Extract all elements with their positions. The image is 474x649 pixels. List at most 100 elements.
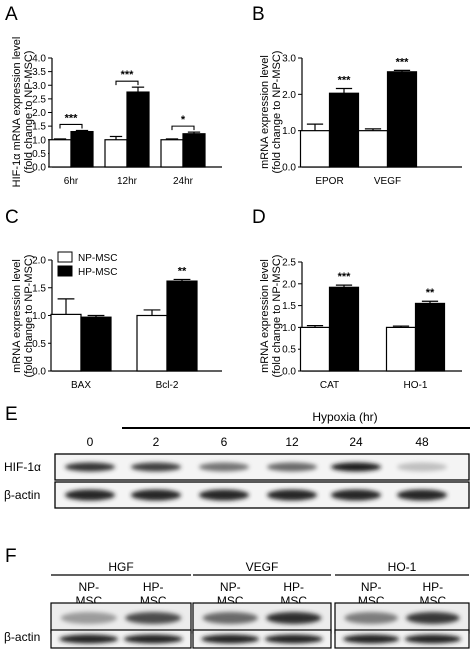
- panel-letter: F: [5, 546, 17, 567]
- significance-label: ***: [65, 112, 79, 124]
- lane-label-line: HP-: [143, 580, 164, 594]
- y-axis-label: HIF-1α mRNA expression level(fold change…: [11, 37, 35, 188]
- bar-np-msc-24hr: [160, 139, 184, 168]
- y-tick-label: 3.0: [282, 54, 296, 65]
- y-tick-label: 1.5: [32, 122, 46, 133]
- x-tick-label: 6hr: [64, 176, 79, 187]
- lane-label-line: HP-: [283, 580, 304, 594]
- panel-letter: A: [5, 4, 18, 25]
- blot-group-label: HGF: [108, 560, 133, 574]
- time-point-label: 0: [87, 435, 94, 449]
- blot-band-actin: [59, 634, 119, 644]
- blot-row-label: β-actin: [4, 488, 40, 502]
- blot-group-label: HO-1: [388, 560, 417, 574]
- blot-band: [331, 489, 381, 501]
- blot-band-actin: [123, 634, 183, 644]
- time-point-label: 6: [221, 435, 228, 449]
- bar-np-msc-bcl-2: [136, 314, 168, 372]
- y-tick-label: 0.0: [282, 163, 296, 174]
- significance-label: **: [426, 287, 435, 299]
- bar-hp-msc-24hr: [182, 133, 206, 168]
- blot-membrane-actin: [334, 629, 470, 649]
- time-point-label: 24: [349, 435, 363, 449]
- y-tick-label: 0.5: [32, 339, 46, 350]
- y-axis-label: mRNA expression level(fold change to NP-…: [259, 255, 283, 378]
- bar-np-msc-ho-1: [385, 326, 417, 372]
- y-tick-label: 0.0: [32, 163, 46, 174]
- legend-swatch: [57, 251, 73, 263]
- y-tick-label: 0.0: [32, 367, 46, 378]
- blot-band-actin: [201, 634, 260, 644]
- bar-hp-msc-ho-1: [414, 302, 446, 372]
- bar-np-msc-bax: [50, 313, 82, 372]
- significance-label: ***: [121, 69, 135, 81]
- blot-band: [267, 489, 317, 501]
- blot-band-actin: [343, 634, 400, 644]
- x-tick-label: 12hr: [117, 176, 138, 187]
- blot-membrane-actin: [192, 629, 332, 649]
- blot-band: [406, 612, 460, 624]
- y-axis-label-line: mRNA expression level: [259, 55, 271, 169]
- x-tick-label: 24hr: [173, 176, 194, 187]
- lane-label-line: NP-: [361, 580, 382, 594]
- panel-letter: D: [252, 207, 266, 228]
- blot-group-label: VEGF: [246, 560, 279, 574]
- y-tick-label: 2.5: [32, 94, 46, 105]
- x-tick-label: Bcl-2: [156, 380, 179, 391]
- bar-np-msc-12hr: [104, 139, 128, 168]
- y-tick-label: 2.0: [32, 256, 46, 267]
- hypoxia-label: Hypoxia (hr): [312, 410, 377, 424]
- blot-band: [199, 462, 249, 472]
- y-axis-label-line: mRNA expression level: [11, 259, 23, 373]
- y-tick-label: 1.0: [32, 311, 46, 322]
- y-tick-label: 3.0: [32, 81, 46, 92]
- y-tick-label: 2.0: [282, 90, 296, 101]
- y-tick-label: 0.0: [282, 367, 296, 378]
- x-tick-label: EPOR: [315, 176, 343, 187]
- time-point-label: 48: [415, 435, 429, 449]
- y-axis-label-line: (fold change to NP-MSC): [23, 255, 35, 378]
- significance-label: **: [178, 265, 187, 277]
- blot-band: [344, 612, 398, 624]
- blot-band: [397, 489, 447, 501]
- bar-hp-msc-vegf: [386, 71, 418, 168]
- significance-bracket: [59, 123, 83, 129]
- y-tick-label: 2.0: [32, 108, 46, 119]
- significance-bracket: [171, 125, 195, 131]
- time-point-label: 12: [285, 435, 299, 449]
- panel-letter: E: [5, 404, 18, 425]
- blot-band: [202, 612, 258, 624]
- blot-band-actin: [404, 634, 461, 644]
- significance-label: *: [181, 114, 186, 126]
- lane-label-line: NP-: [220, 580, 241, 594]
- y-axis-label-line: (fold change to NP-MSC): [271, 255, 283, 378]
- blot-band: [65, 462, 115, 472]
- y-tick-label: 3.5: [32, 67, 46, 78]
- y-axis-label-line: HIF-1α mRNA expression level: [11, 37, 23, 188]
- blot-band: [266, 612, 322, 624]
- x-tick-label: VEGF: [374, 176, 401, 187]
- significance-bracket: [115, 80, 139, 86]
- blot-band: [60, 612, 117, 624]
- y-axis-label: mRNA expression level(fold change to NP-…: [11, 255, 35, 378]
- panel-letter: B: [252, 4, 265, 25]
- y-tick-label: 1.0: [32, 135, 46, 146]
- blot-row-label: β-actin: [4, 630, 40, 644]
- significance-label: ***: [338, 271, 352, 283]
- chart-panel-a: A HIF-1α mRNA expression level(fold chang…: [5, 4, 222, 187]
- blot-band-actin: [264, 634, 323, 644]
- legend-swatch: [57, 265, 73, 277]
- blot-band: [65, 489, 115, 501]
- x-tick-label: CAT: [320, 380, 339, 391]
- bar-hp-msc-12hr: [126, 91, 150, 168]
- bar-hp-msc-6hr: [70, 130, 94, 168]
- blot-band: [331, 462, 381, 472]
- significance-label: ***: [338, 75, 352, 87]
- legend-entry: HP-MSC: [78, 267, 117, 278]
- lane-label-line: NP-: [78, 580, 99, 594]
- y-tick-label: 2.0: [282, 279, 296, 290]
- y-tick-label: 1.0: [282, 126, 296, 137]
